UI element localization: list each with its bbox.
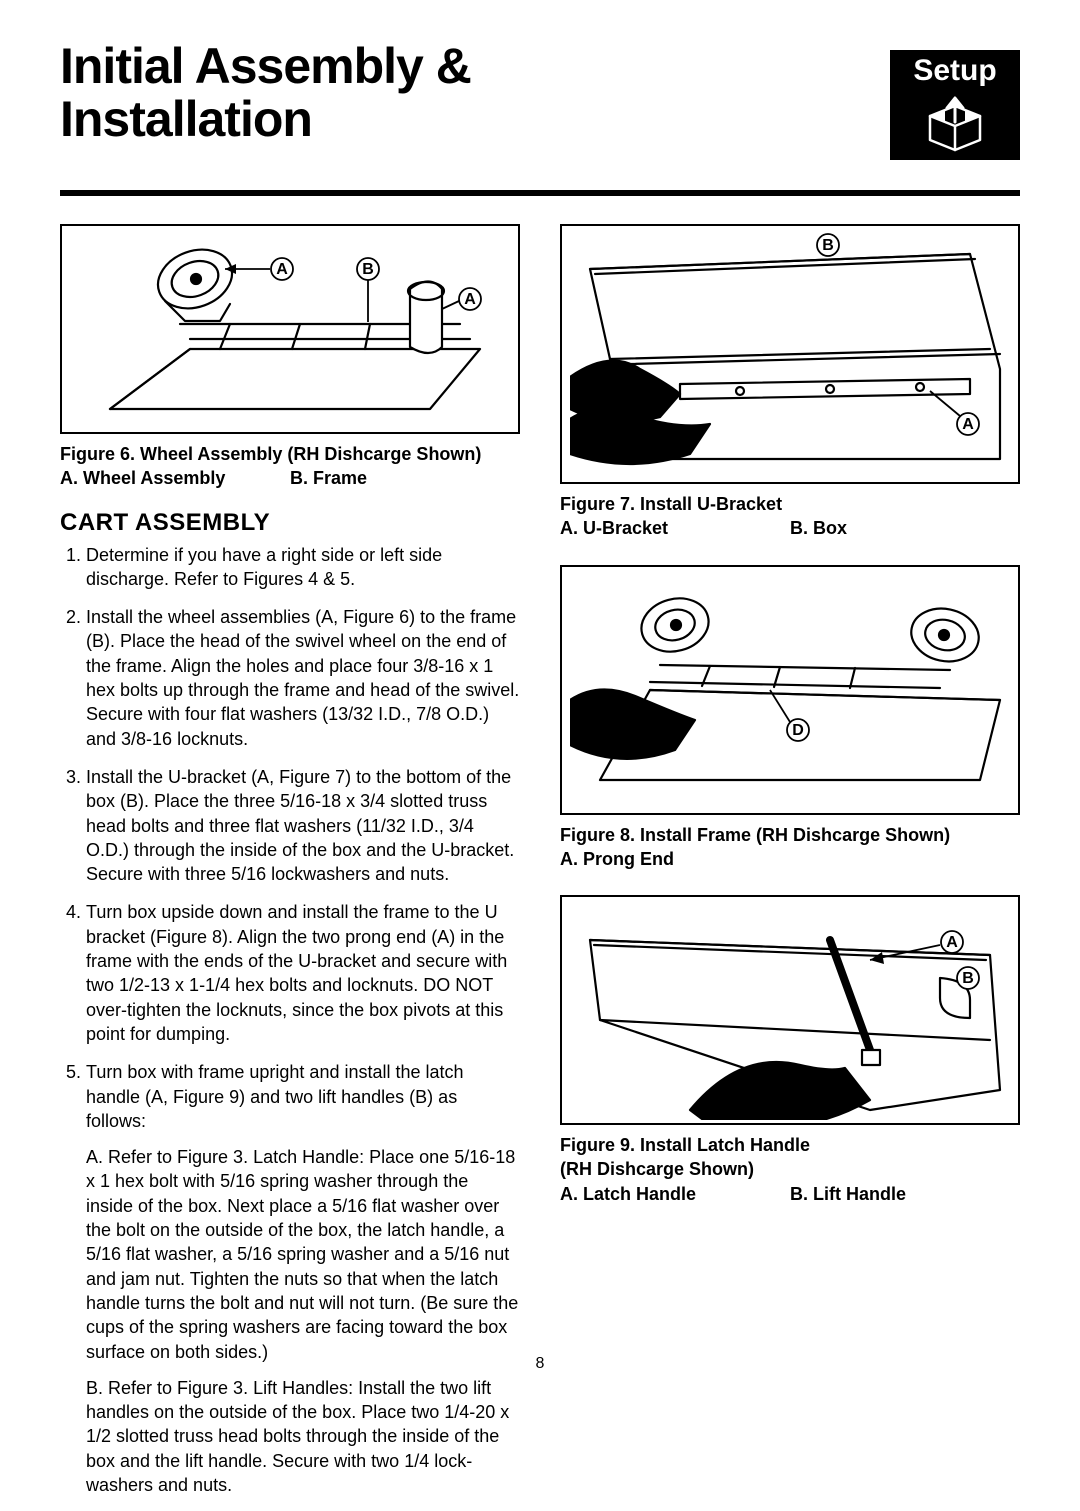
page: Initial Assembly & Installation Setup: [0, 0, 1080, 1397]
step-5-text: Turn box with frame upright and install …: [86, 1062, 464, 1131]
figure-7-caption: Figure 7. Install U-Bracket A. U-Bracket…: [560, 492, 1020, 541]
setup-badge-text: Setup: [913, 54, 996, 88]
step-3: Install the U-bracket (A, Figure 7) to t…: [86, 765, 520, 886]
step-5: Turn box with frame upright and install …: [86, 1060, 520, 1497]
page-title: Initial Assembly & Installation: [60, 40, 1020, 145]
step-5a: A. Refer to Figure 3. Latch Handle: Plac…: [86, 1145, 520, 1364]
fig8-callout-d: D: [792, 722, 804, 739]
fig9-title: Figure 9. Install Latch Handle: [560, 1133, 1020, 1157]
step-5b: B. Refer to Figure 3. Lift Handles: Inst…: [86, 1376, 520, 1497]
fig9-callout-b: B: [962, 970, 974, 987]
step-1: Determine if you have a right side or le…: [86, 543, 520, 592]
figure-6: A B A: [60, 224, 520, 434]
figure-6-caption: Figure 6. Wheel Assembly (RH Dishcarge S…: [60, 442, 520, 491]
figure-7: B: [560, 224, 1020, 484]
header-rule: [60, 190, 1020, 196]
fig8-title: Figure 8. Install Frame (RH Dishcarge Sh…: [560, 823, 1020, 847]
title-line1: Initial Assembly &: [60, 38, 471, 94]
box-icon: [920, 94, 990, 152]
setup-badge: Setup: [890, 50, 1020, 160]
figure-8-caption: Figure 8. Install Frame (RH Dishcarge Sh…: [560, 823, 1020, 872]
figure-9-caption: Figure 9. Install Latch Handle (RH Dishc…: [560, 1133, 1020, 1206]
fig9-sub: (RH Dishcarge Shown): [560, 1157, 1020, 1181]
figure-9: A B: [560, 895, 1020, 1125]
fig6-callout-b: B: [362, 261, 374, 278]
title-line2: Installation: [60, 91, 312, 147]
step-4: Turn box upside down and install the fra…: [86, 900, 520, 1046]
page-header: Initial Assembly & Installation Setup: [60, 40, 1020, 180]
fig6-a: A. Wheel Assembly: [60, 466, 290, 490]
left-column: A B A Figure 6. Wheel Assembly (RH Dishc…: [60, 224, 520, 1511]
fig6-callout-a2: A: [464, 291, 476, 308]
right-column: B: [560, 224, 1020, 1511]
fig9-callout-a: A: [946, 934, 958, 951]
step-2: Install the wheel assemblies (A, Figure …: [86, 605, 520, 751]
content-columns: A B A Figure 6. Wheel Assembly (RH Dishc…: [60, 224, 1020, 1511]
fig7-callout-b: B: [822, 237, 834, 254]
section-heading: CART ASSEMBLY: [60, 509, 520, 537]
fig6-b: B. Frame: [290, 466, 367, 490]
figure-8: D: [560, 565, 1020, 815]
fig8-a: A. Prong End: [560, 847, 1020, 871]
fig7-title: Figure 7. Install U-Bracket: [560, 492, 1020, 516]
fig7-b: B. Box: [790, 516, 847, 540]
fig9-b: B. Lift Handle: [790, 1182, 906, 1206]
fig6-title: Figure 6. Wheel Assembly (RH Dishcarge S…: [60, 442, 520, 466]
fig7-callout-a: A: [962, 416, 974, 433]
fig6-callout-a: A: [276, 261, 288, 278]
fig9-a: A. Latch Handle: [560, 1182, 790, 1206]
page-number: 8: [0, 1355, 1080, 1373]
fig7-a: A. U-Bracket: [560, 516, 790, 540]
